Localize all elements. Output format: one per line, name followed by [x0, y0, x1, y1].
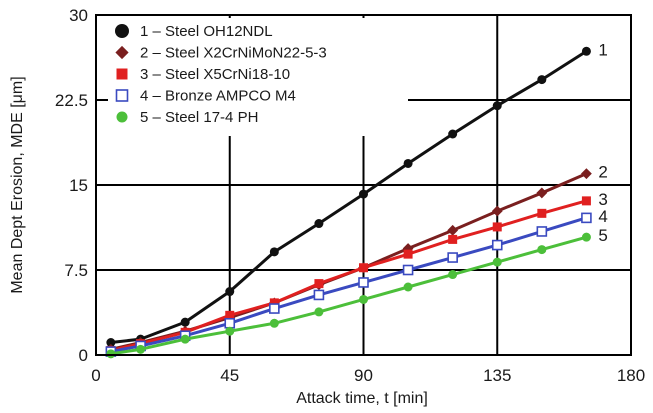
data-point: [225, 287, 235, 297]
legend-entry: 4 – Bronze AMPCO M4: [140, 88, 296, 105]
series-end-label: 5: [598, 226, 607, 245]
plot-area-frame: [95, 14, 632, 356]
legend-marker: [116, 111, 128, 123]
x-tick-label: 180: [617, 366, 645, 385]
series-group: 1 2 345: [105, 40, 608, 359]
data-point: [106, 349, 116, 359]
legend-entry: 2 – Steel X2CrNiMoN22-5-3: [140, 45, 327, 62]
legend-marker: [115, 45, 129, 60]
data-point: [359, 294, 368, 304]
x-tick-label: 135: [483, 366, 511, 385]
y-tick-label: 30: [69, 6, 88, 25]
data-point: [403, 282, 413, 292]
data-point: [106, 338, 116, 348]
data-point: [269, 318, 279, 328]
data-point: [180, 334, 190, 344]
x-tick-label: 0: [91, 366, 100, 385]
y-tick-label: 7.5: [64, 261, 88, 280]
data-point: [581, 46, 591, 56]
legend-entry: 5 – Steel 17-4 PH: [140, 109, 258, 126]
data-point: [447, 224, 459, 236]
data-point: [448, 270, 458, 280]
legend: 1 – Steel OH12NDL 2 – Steel X2CrNiMoN22-5…: [108, 18, 408, 136]
axis-labels: Attack time, t [min] Mean Dept Erosion, …: [9, 76, 428, 407]
data-point: [581, 212, 592, 224]
data-point: [225, 326, 235, 336]
series-end-label: 1: [598, 40, 607, 59]
series-5: 5: [106, 226, 608, 359]
data-point: [313, 289, 325, 301]
series-line: [110, 50, 588, 345]
data-point: [359, 189, 368, 199]
data-point: [491, 239, 503, 251]
data-point: [359, 263, 368, 273]
legend-marker: [115, 24, 129, 38]
series-line: [110, 199, 587, 352]
data-point: [314, 279, 324, 289]
data-point: [180, 317, 190, 327]
data-point: [225, 310, 235, 320]
data-point: [269, 303, 280, 314]
data-point: [581, 196, 591, 206]
data-point: [581, 168, 592, 180]
series-end-label: 2: [598, 163, 607, 182]
data-point: [403, 158, 413, 168]
x-tick-label: 90: [354, 366, 373, 385]
series-1: 1: [106, 40, 608, 348]
y-tick-label: 0: [79, 346, 88, 365]
legend-background: [108, 18, 408, 136]
y-axis-title: Mean Dept Erosion, MDE [μm]: [9, 76, 26, 293]
data-point: [136, 344, 146, 354]
series-4: 4: [105, 207, 608, 357]
data-point: [537, 208, 547, 218]
data-point: [536, 226, 548, 237]
data-point: [448, 129, 458, 139]
legend-marker: [115, 89, 129, 102]
data-point: [314, 219, 324, 229]
y-tick-label: 15: [69, 176, 88, 195]
series-end-label: 3: [598, 190, 607, 209]
data-point: [581, 232, 591, 242]
data-point: [269, 247, 279, 257]
data-point: [537, 245, 547, 255]
legend-marker: [116, 68, 128, 80]
legend-entry: 3 – Steel X5CrNi18-10: [140, 66, 290, 83]
legend-entry: 1 – Steel OH12NDL: [140, 23, 273, 40]
series-end-label: 4: [598, 207, 607, 226]
data-point: [536, 187, 548, 199]
data-point: [314, 307, 324, 317]
data-point: [403, 249, 413, 259]
data-point: [224, 317, 236, 329]
data-point: [491, 205, 503, 217]
data-point: [358, 277, 369, 288]
data-point: [448, 234, 458, 244]
x-tick-label: 45: [220, 366, 239, 385]
data-point: [492, 222, 502, 232]
data-point: [492, 101, 502, 111]
data-point: [537, 75, 547, 85]
data-point: [447, 252, 458, 263]
series-line: [110, 235, 587, 356]
x-axis-title: Attack time, t [min]: [296, 390, 428, 407]
data-point: [269, 298, 279, 308]
y-tick-label: 22.5: [55, 91, 88, 110]
data-point: [492, 257, 502, 267]
data-point: [402, 264, 414, 276]
series-line: [110, 216, 587, 354]
